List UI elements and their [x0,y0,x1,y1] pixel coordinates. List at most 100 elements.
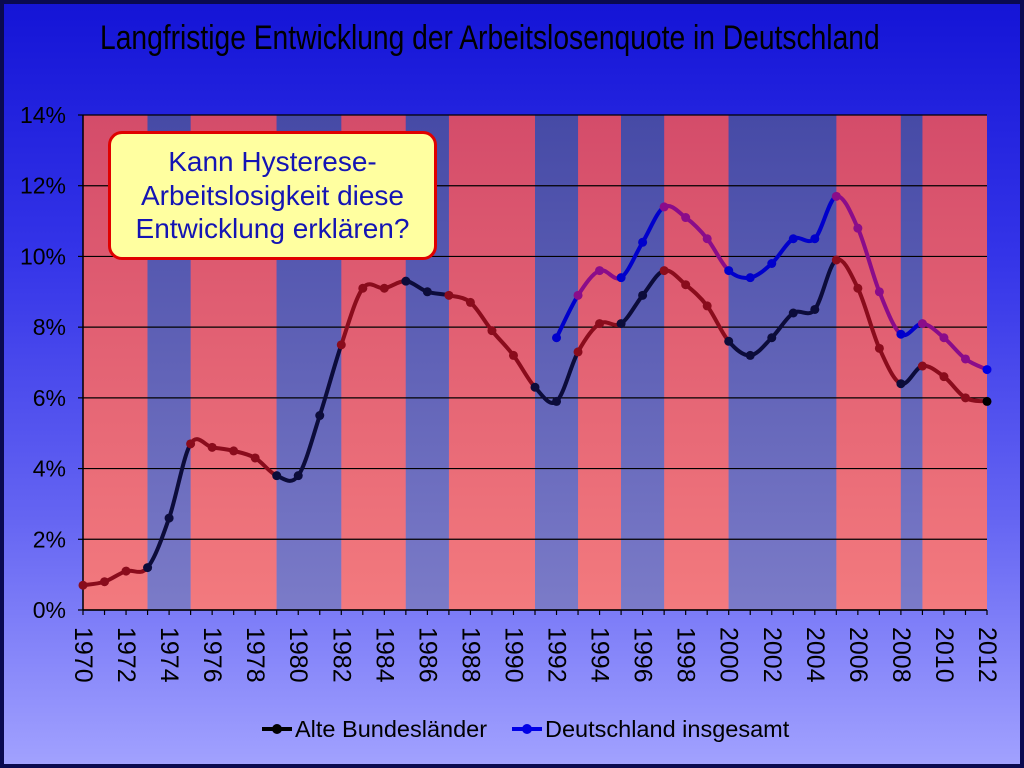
deutschland-insgesamt-line-segment-2006-2007 [855,226,882,294]
alte-bundeslaender-point-1996 [638,290,648,300]
alte-bundeslaender-line-segment-1981-1982 [317,342,344,418]
deutschland-insgesamt-point-2009 [917,319,927,329]
y-tick-label-12: 12% [20,173,66,199]
x-tick-label-1976: 1976 [198,627,226,683]
alte-bundeslaender-point-1994 [595,319,605,329]
alte-bundeslaender-point-1987 [444,290,454,300]
alte-bundeslaender-point-1999 [702,301,712,311]
alte-bundeslaender-point-1982 [336,340,346,350]
x-tick-marks [82,610,988,615]
deutschland-insgesamt-point-2011 [960,354,970,364]
deutschland-insgesamt-point-1996 [638,237,648,247]
y-tick-label-4: 4% [33,456,66,482]
alte-bundeslaender-point-1970 [78,580,88,590]
alte-bundeslaender-line-segment-2006-2007 [855,286,882,351]
x-tick-label-1994: 1994 [586,627,614,683]
deutschland-insgesamt-point-2012 [982,365,992,375]
x-tick-label-1972: 1972 [112,627,140,683]
x-tick-label-2002: 2002 [758,627,786,683]
deutschland-insgesamt-point-1997 [659,202,669,212]
deutschland-insgesamt-point-2006 [853,223,863,233]
x-tick-label-1978: 1978 [241,627,269,683]
deutschland-insgesamt-point-2010 [939,333,949,343]
y-tick-labels: 0% 2% 4% 6% 8% 10% 12% 14% [20,102,66,623]
alte-bundeslaender-point-1983 [358,283,368,293]
deutschland-insgesamt-point-2007 [874,287,884,297]
x-tick-label-1982: 1982 [327,627,355,683]
deutschland-insgesamt-point-2008 [896,329,906,339]
x-tick-labels: 1970 1972 1974 1976 1978 1980 1982 1984 1986 1988… [69,627,1001,683]
legend-line-marker-deutschland-insgesamt [512,714,542,744]
x-tick-label-2012: 2012 [973,627,1001,683]
legend-label-deutschland-insgesamt: Deutschland insgesamt [545,716,790,742]
y-tick-label-8: 8% [33,314,66,340]
alte-bundeslaender-point-1980 [293,471,303,481]
callout-box: Kann Hysterese- Arbeitslosigkeit diese E… [108,131,437,260]
alte-bundeslaender-point-1998 [681,280,691,290]
alte-bundeslaender-point-1992 [552,396,562,406]
x-tick-label-2010: 2010 [930,627,958,683]
alte-bundeslaender-point-1990 [508,350,518,360]
alte-bundeslaender-point-2001 [745,350,755,360]
x-tick-label-1998: 1998 [672,627,700,683]
deutschland-insgesamt-point-2005 [831,191,841,201]
period-band-2008-2009 [900,115,923,610]
alte-bundeslaender-point-2012 [982,396,992,406]
alte-bundeslaender-point-1991 [530,382,540,392]
alte-bundeslaender-point-1989 [487,326,497,336]
y-tick-label-2: 2% [33,526,66,552]
alte-bundeslaender-point-1978 [250,453,260,463]
x-tick-label-2004: 2004 [801,627,829,683]
y-tick-label-10: 10% [20,243,66,269]
period-band-2009-2012 [922,115,987,610]
alte-bundeslaender-point-1972 [121,566,131,576]
period-band-2000-2005 [728,115,837,610]
chart-title: Langfristige Entwicklung der Arbeitslose… [100,19,880,57]
alte-bundeslaender-point-1986 [422,287,432,297]
alte-bundeslaender-point-1971 [100,577,110,587]
deutschland-insgesamt-point-1998 [681,213,691,223]
deutschland-insgesamt-point-2000 [724,266,734,276]
alte-bundeslaender-point-2008 [896,379,906,389]
alte-bundeslaender-point-2003 [788,308,798,318]
alte-bundeslaender-point-1977 [229,446,239,456]
x-tick-label-1992: 1992 [543,627,571,683]
alte-bundeslaender-line-segment-1974-1975 [167,441,193,521]
alte-bundeslaender-point-1985 [401,276,411,286]
period-band-1993-1995 [578,115,622,610]
alte-bundeslaender-point-2009 [917,361,927,371]
deutschland-insgesamt-point-1993 [573,290,583,300]
legend-label-alte-bundeslaender: Alte Bundesländer [295,716,488,742]
deutschland-insgesamt-point-2001 [745,273,755,283]
deutschland-insgesamt-point-1995 [616,273,626,283]
deutschland-insgesamt-point-2002 [767,259,777,268]
period-band-1991-1993 [535,115,579,610]
legend-item-alte-bundeslaender: Alte Bundesländer [262,714,487,744]
alte-bundeslaender-point-2000 [724,336,734,346]
legend-dot-icon [272,724,282,734]
x-tick-label-1980: 1980 [284,627,312,683]
deutschland-insgesamt-point-2003 [788,234,798,244]
series-points-alte-bundeslaender [78,255,992,590]
alte-bundeslaender-point-2011 [960,393,970,403]
callout-line: Kann Hysterese- [168,146,377,177]
x-tick-label-2006: 2006 [844,627,872,683]
x-tick-label-1984: 1984 [370,627,398,683]
period-band-2005-2008 [836,115,901,610]
alte-bundeslaender-point-1993 [573,347,583,357]
alte-bundeslaender-point-2004 [810,304,820,314]
x-tick-label-1990: 1990 [499,627,527,683]
alte-bundeslaender-point-1988 [465,297,475,307]
series-points-deutschland-insgesamt [552,191,992,375]
y-tick-label-0: 0% [33,597,66,623]
deutschland-insgesamt-point-1999 [702,234,712,244]
x-tick-label-1974: 1974 [155,627,183,683]
legend-item-deutschland-insgesamt: Deutschland insgesamt [512,714,789,744]
alte-bundeslaender-point-1976 [207,442,217,452]
alte-bundeslaender-point-1997 [659,266,669,276]
x-tick-label-2008: 2008 [887,627,915,683]
alte-bundeslaender-point-1995 [616,319,626,329]
deutschland-insgesamt-point-1992 [552,333,562,343]
